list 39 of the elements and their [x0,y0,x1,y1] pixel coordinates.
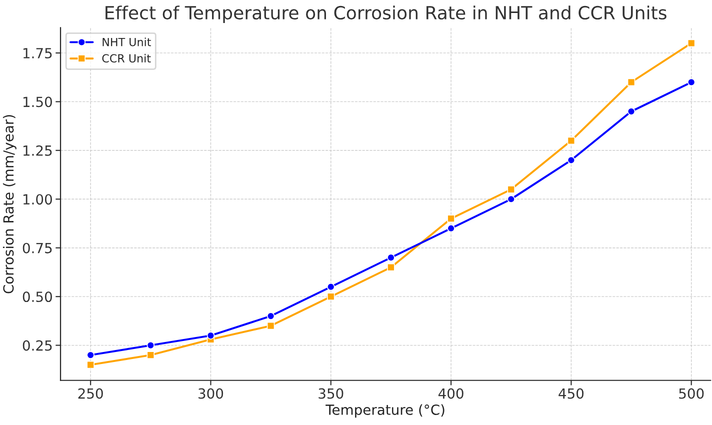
point [266,322,275,330]
point [567,156,576,164]
point [86,351,94,359]
point [447,224,455,232]
point [387,263,395,272]
point [266,312,275,320]
point [387,254,395,262]
point [627,108,636,116]
x-axis-title: Temperature (°C) [326,404,444,418]
y-axis-title: Corrosion Rate (mm/year) [2,115,16,294]
y-tick-label: 1.25 [23,145,52,156]
x-tick-label: 300 [198,388,224,399]
chart-title: Effect of Temperature on Corrosion Rate in NHT and CCR Units [106,6,666,24]
legend-label: NHT Unit [102,38,151,46]
point [687,39,696,48]
point [627,78,636,86]
x-tick-label: 500 [679,388,704,399]
point [326,282,335,291]
x-tick-label: 350 [318,388,344,399]
point [507,185,516,194]
y-tick-label: 1.00 [23,194,52,205]
point [567,136,576,145]
point [206,332,215,340]
y-tick-label: 0.25 [22,340,52,351]
point [687,78,696,86]
point [86,360,94,369]
x-tick-label: 250 [78,388,103,399]
point [447,214,455,223]
point [146,341,155,350]
y-tick-label: 1.50 [23,96,52,108]
x-tick-label: 400 [438,388,464,399]
y-tick-label: 0.75 [22,242,52,254]
point [326,292,335,300]
point [146,351,155,359]
legend-label: CCR Unit [102,54,151,63]
y-tick-label: 0.50 [22,292,52,302]
x-tick-label: 450 [558,388,584,399]
point [507,195,516,204]
y-tick-label: 1.75 [23,48,52,58]
